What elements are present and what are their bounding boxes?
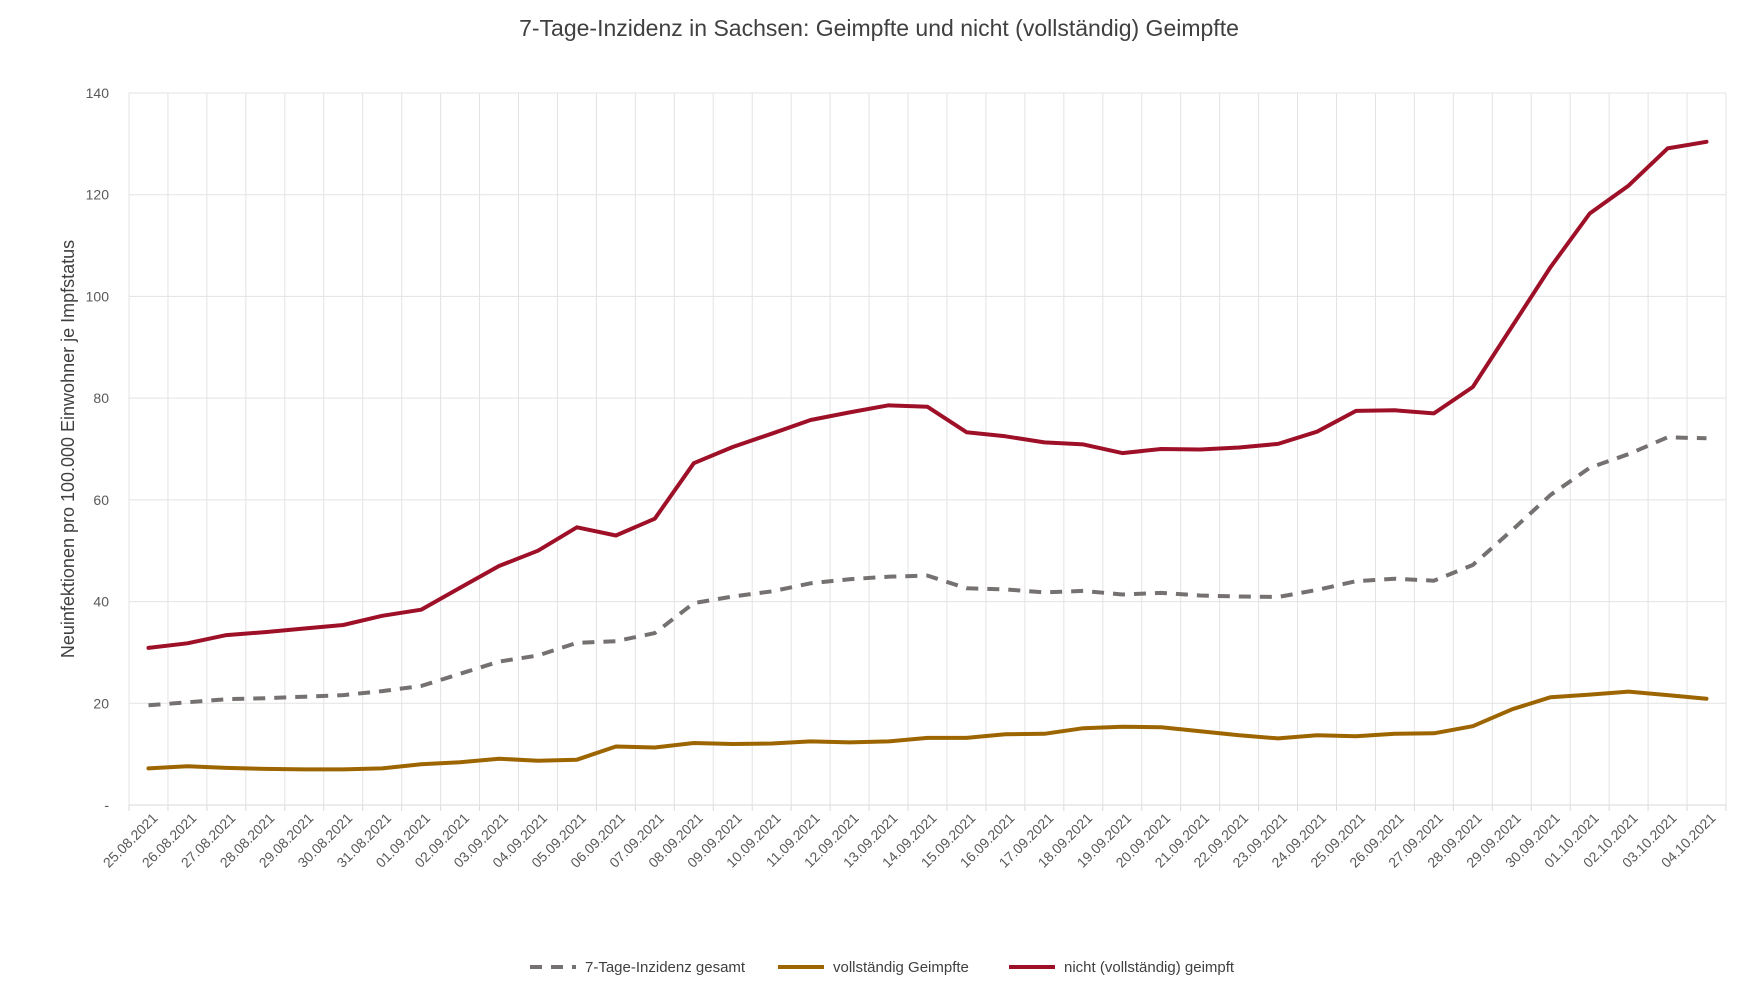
y-tick-label: - [104, 797, 109, 813]
series-line-0 [148, 435, 1707, 708]
y-tick-label: 140 [86, 85, 110, 101]
series-line-1 [146, 689, 1709, 772]
legend-label: vollständig Geimpfte [833, 959, 969, 976]
y-tick-label: 120 [86, 187, 110, 203]
y-axis-label: Neuinfektionen pro 100.000 Einwohner je … [58, 240, 78, 658]
x-axis-ticks: 25.08.202126.08.202127.08.202128.08.2021… [100, 810, 1719, 871]
y-tick-label: 40 [93, 594, 109, 610]
legend-label: nicht (vollständig) geimpft [1064, 959, 1235, 976]
series-line-2 [146, 139, 1709, 650]
legend: 7-Tage-Inzidenz gesamt vollständig Geimpf… [530, 959, 1235, 976]
grid [128, 92, 1727, 811]
y-tick-label: 60 [93, 492, 109, 508]
legend-label: 7-Tage-Inzidenz gesamt [585, 959, 746, 976]
y-tick-label: 20 [93, 695, 109, 711]
chart-title: 7-Tage-Inzidenz in Sachsen: Geimpfte und… [519, 15, 1239, 41]
y-axis-ticks: - 20 40 60 80 100 120 140 [86, 85, 110, 813]
y-tick-label: 100 [86, 288, 110, 304]
y-tick-label: 80 [93, 390, 109, 406]
series-lines [146, 139, 1709, 772]
